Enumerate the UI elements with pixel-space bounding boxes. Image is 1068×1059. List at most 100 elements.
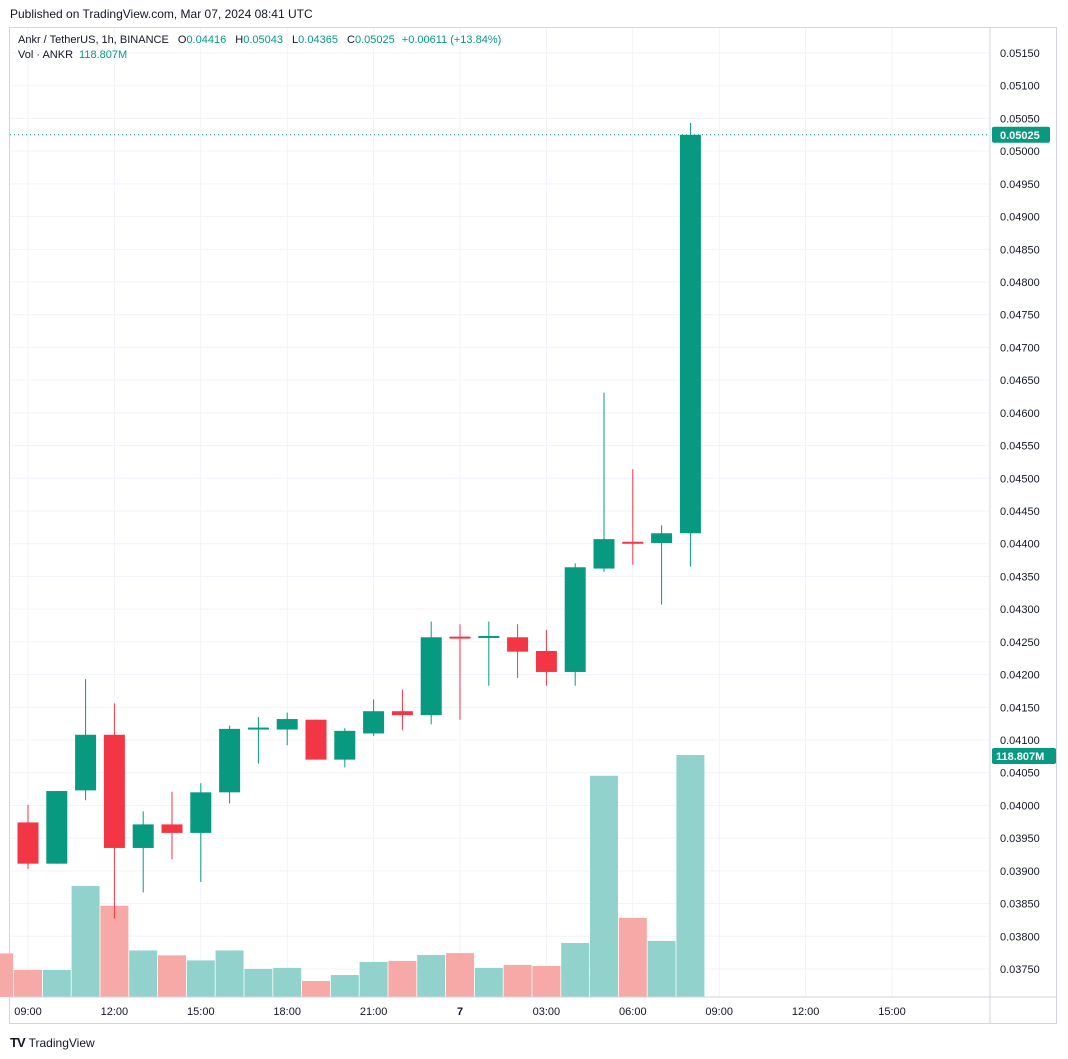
candle-body xyxy=(46,791,68,864)
price-tick-label: 0.04050 xyxy=(1000,768,1040,780)
price-tick-label: 0.05100 xyxy=(1000,81,1040,93)
volume-bar xyxy=(215,950,244,997)
price-tick-label: 0.05150 xyxy=(1000,48,1040,60)
time-tick-label: 09:00 xyxy=(14,1006,42,1018)
candle-body xyxy=(679,134,701,534)
price-axis: 0.03750 0.03800 0.03850 0.03900 0.03950 0.040… xyxy=(10,28,1057,1023)
candle-body xyxy=(593,539,615,569)
price-tick-label: 0.03950 xyxy=(1000,833,1040,845)
volume-bar xyxy=(561,942,590,997)
volume-bar xyxy=(244,968,273,997)
candle-body xyxy=(564,567,586,672)
price-tick-label: 0.04900 xyxy=(1000,212,1040,224)
tradingview-logo-icon: TV xyxy=(10,1035,26,1050)
low-label: L xyxy=(292,34,299,46)
last-price-badge xyxy=(992,126,1050,143)
price-tick-label: 0.04250 xyxy=(1000,637,1040,649)
candle-body xyxy=(247,727,269,730)
candle-body xyxy=(161,824,183,833)
volume-bar xyxy=(158,955,186,997)
price-tick-label: 0.03850 xyxy=(1000,899,1040,911)
time-tick-label: 15:00 xyxy=(187,1006,215,1018)
candle-body xyxy=(420,637,442,716)
time-tick-label: 12:00 xyxy=(792,1006,820,1018)
volume-badge-label: 118.807M xyxy=(996,751,1044,763)
low-value: 0.04365 xyxy=(298,34,338,46)
volume-bar xyxy=(388,960,417,997)
change-value: +0.00611 (+13.84%) xyxy=(401,34,502,46)
open-label: O xyxy=(177,34,187,46)
candle-body xyxy=(449,636,471,639)
price-tick-label: 0.05050 xyxy=(1000,113,1040,125)
volume-bar xyxy=(503,964,532,997)
volume-bars xyxy=(0,755,705,997)
volume-bar xyxy=(474,967,503,997)
price-tick-label: 0.04350 xyxy=(1000,571,1040,583)
volume-bar xyxy=(0,953,14,997)
open-value: 0.04416 xyxy=(186,34,227,46)
brand-label: TradingView xyxy=(28,1035,95,1050)
candle-body xyxy=(507,637,529,652)
last-price-label: 0.05025 xyxy=(1000,130,1040,142)
volume-bar xyxy=(359,961,388,997)
candlesticks xyxy=(17,123,701,919)
price-tick-label: 0.04700 xyxy=(1000,342,1040,354)
time-tick-label: 09:00 xyxy=(705,1006,733,1018)
price-tick-label: 0.04400 xyxy=(1000,539,1040,551)
price-tick-label: 0.03750 xyxy=(1000,964,1040,976)
price-tick-label: 0.04650 xyxy=(1000,375,1040,387)
chart-frame xyxy=(9,27,1057,1024)
price-tick-label: 0.04750 xyxy=(1000,310,1040,322)
price-overlay: 0.05025 118.807M xyxy=(10,126,1056,764)
candle-body xyxy=(334,730,356,760)
tradingview-brand[interactable]: TV TradingView xyxy=(10,1035,95,1050)
price-tick-label: 0.04950 xyxy=(1000,179,1040,191)
close-value: 0.05025 xyxy=(354,34,395,46)
price-tick-label: 0.03800 xyxy=(1000,931,1040,943)
time-tick-label: 15:00 xyxy=(878,1006,906,1018)
volume-bar xyxy=(618,917,647,997)
volume-bar xyxy=(330,975,359,997)
price-tick-label: 0.04850 xyxy=(1000,244,1040,256)
price-tick-label: 0.04550 xyxy=(1000,441,1040,453)
time-axis: 09:00 12:00 15:00 18:00 21:00 7 03:00 06:00 09:0… xyxy=(14,1006,906,1018)
candle-body xyxy=(17,822,39,864)
high-label: H xyxy=(235,34,244,46)
time-tick-label: 21:00 xyxy=(360,1006,388,1018)
candle-body xyxy=(535,651,557,672)
candle-body xyxy=(305,719,327,760)
volume-bar xyxy=(676,755,705,997)
volume-bar xyxy=(42,969,71,997)
volume-bar xyxy=(302,980,330,997)
volume-bar xyxy=(71,885,100,997)
legend-ohlc-row: Ankr / TetherUS, 1h, BINANCE O0.04416 H 0… xyxy=(18,33,501,48)
chart-legend: Ankr / TetherUS, 1h, BINANCE O0.04416 H 0… xyxy=(18,33,501,63)
price-tick-label: 0.03900 xyxy=(1000,866,1040,878)
time-tick-label: 03:00 xyxy=(533,1006,561,1018)
candle-body xyxy=(391,711,413,716)
volume-bar xyxy=(590,775,618,997)
price-tick-label: 0.04800 xyxy=(1000,277,1040,289)
symbol-title[interactable]: Ankr / TetherUS, 1h, BINANCE xyxy=(18,34,169,46)
close-label: C xyxy=(347,34,355,46)
candle-body xyxy=(132,824,154,848)
candle-body xyxy=(219,728,241,793)
volume-label[interactable]: Vol · ANKR xyxy=(18,49,74,61)
candle-body xyxy=(363,711,385,734)
volume-bar xyxy=(186,960,215,997)
legend-volume-row: Vol · ANKR 118.807M xyxy=(18,48,501,63)
price-tick-label: 0.04000 xyxy=(1000,800,1040,812)
price-tick-label: 0.04200 xyxy=(1000,670,1040,682)
volume-badge xyxy=(992,748,1056,764)
volume-bar xyxy=(446,953,474,997)
price-tick-label: 0.04600 xyxy=(1000,408,1040,420)
volume-bar xyxy=(100,905,129,997)
volume-bar xyxy=(273,967,302,997)
price-tick-label: 0.04450 xyxy=(1000,506,1040,518)
candle-body xyxy=(478,635,500,638)
volume-bar xyxy=(14,969,42,997)
published-caption: Published on TradingView.com, Mar 07, 20… xyxy=(10,7,313,21)
candle-body xyxy=(651,533,673,544)
price-tick-label: 0.04500 xyxy=(1000,473,1040,485)
